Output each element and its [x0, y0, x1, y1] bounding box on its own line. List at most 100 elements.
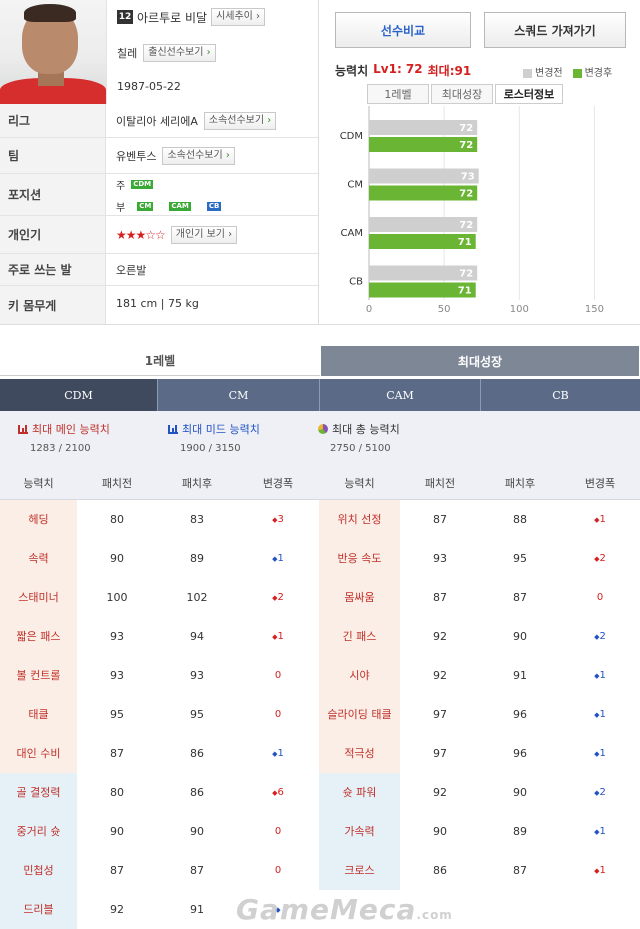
- header-before-left: 패치전: [101, 477, 133, 490]
- subtab-roster[interactable]: 로스터정보: [495, 84, 563, 104]
- table-row: 드리블 92 91 ◆: [0, 890, 640, 929]
- info-row-foot: 주로 쓰는 발 오른발: [0, 254, 318, 286]
- skill-view-button[interactable]: 개인기 보기 ›: [170, 226, 238, 244]
- category-label: CAM: [341, 228, 363, 239]
- stat-after: 87: [513, 864, 527, 877]
- main-position-cdm: CDM: [131, 180, 154, 189]
- decrease-icon: ◆: [594, 749, 600, 758]
- bar-chart-icon: [168, 424, 178, 434]
- table-row: 속력 90 89 ◆ 1 반응 속도 93 95 ◆ 2: [0, 539, 640, 578]
- stat-name: 중거리 슛: [0, 812, 77, 851]
- stat-name: 민첩성: [0, 851, 77, 890]
- increase-icon: ◆: [594, 515, 600, 524]
- tab-pos-cam[interactable]: CAM: [320, 379, 481, 411]
- stat-before: 93: [110, 630, 124, 643]
- decrease-icon: ◆: [594, 788, 600, 797]
- table-row: 골 결정력 80 86 ◆ 6 슛 파워 92 90 ◆ 2: [0, 773, 640, 812]
- info-row-position: 포지션 주 CDM 부 CM CAM CB: [0, 174, 318, 216]
- skill-label: 개인기: [0, 216, 106, 253]
- bar-value-label: 72: [459, 140, 473, 151]
- bar: [369, 185, 478, 201]
- bar-value-label: 73: [461, 172, 475, 183]
- table-row: 스태미너 100 102 ◆ 2 몸싸움 87 87 0: [0, 578, 640, 617]
- stat-before: 93: [110, 669, 124, 682]
- bar: [369, 234, 476, 249]
- stat-summary: 최대 메인 능력치 1283 / 2100 최대 미드 능력치 1900 / 3…: [0, 411, 640, 463]
- header-after-left: 패치후: [181, 477, 213, 490]
- nation: 칠레: [117, 47, 138, 60]
- stat-change: ◆ 1: [272, 748, 284, 759]
- stat-name: 속력: [0, 539, 77, 578]
- main-position-prefix: 주: [116, 181, 126, 192]
- stat-name: 짧은 패스: [0, 617, 77, 656]
- stat-before: 87: [433, 513, 447, 526]
- compare-button[interactable]: 선수비교: [335, 12, 471, 48]
- decrease-icon: ◆: [275, 905, 281, 914]
- stat-after: 86: [190, 786, 204, 799]
- stat-name: 긴 패스: [319, 617, 400, 656]
- bar: [369, 282, 476, 298]
- increase-icon: ◆: [272, 632, 278, 641]
- stat-name: 골 결정력: [0, 773, 77, 812]
- info-row-team: 팀 유벤투스 소속선수보기 ›: [0, 138, 318, 174]
- x-tick-label: 50: [438, 304, 451, 315]
- stat-after: 89: [513, 825, 527, 838]
- price-trend-button[interactable]: 시세추이 ›: [211, 8, 266, 26]
- increase-icon: ◆: [272, 593, 278, 602]
- legend-before: 변경전: [523, 64, 563, 79]
- position-label: 포지션: [0, 174, 106, 215]
- subtab-level1[interactable]: 1레벨: [367, 84, 429, 104]
- summary-total: 최대 총 능력치 2750 / 5100: [318, 421, 400, 454]
- watermark-logo: GameMeca.com: [236, 893, 453, 926]
- stat-before: 80: [110, 513, 124, 526]
- stat-name: 크로스: [319, 851, 400, 890]
- stat-after: 95: [513, 552, 527, 565]
- subtab-max-growth[interactable]: 최대성장: [431, 84, 493, 104]
- stat-change: ◆ 2: [594, 631, 606, 642]
- x-tick-label: 150: [585, 304, 604, 315]
- stat-change: 0: [274, 865, 282, 876]
- stat-after: 87: [513, 591, 527, 604]
- team-players-button[interactable]: 소속선수보기 ›: [162, 147, 235, 165]
- table-row: 헤딩 80 83 ◆ 3 위치 선정 87 88 ◆ 1: [0, 500, 640, 539]
- stat-name: 시야: [319, 656, 400, 695]
- table-row: 대인 수비 87 86 ◆ 1 적극성 97 96 ◆ 1: [0, 734, 640, 773]
- nation-players-button[interactable]: 출신선수보기 ›: [143, 44, 216, 62]
- stat-after: 90: [513, 630, 527, 643]
- stat-change: ◆ 1: [594, 709, 606, 720]
- increase-icon: ◆: [272, 788, 278, 797]
- bar: [369, 120, 478, 135]
- stat-before: 92: [110, 903, 124, 916]
- stat-name: 헤딩: [0, 500, 77, 539]
- stat-before: 87: [433, 591, 447, 604]
- stat-after: 88: [513, 513, 527, 526]
- stat-name: 반응 속도: [319, 539, 400, 578]
- sub-position-cam: CAM: [169, 202, 191, 211]
- tab-pos-cb[interactable]: CB: [481, 379, 640, 411]
- stat-change: ◆ 1: [594, 826, 606, 837]
- tab-pos-cdm[interactable]: CDM: [0, 379, 158, 411]
- stat-change: 0: [274, 670, 282, 681]
- squad-button[interactable]: 스쿼드 가져가기: [484, 12, 626, 48]
- stat-before: 100: [106, 591, 128, 604]
- league-label: 리그: [0, 104, 106, 137]
- tab-level1[interactable]: 1레벨: [0, 346, 320, 376]
- stat-name: 위치 선정: [319, 500, 400, 539]
- bar-value-label: 71: [458, 286, 472, 297]
- stat-before: 90: [433, 825, 447, 838]
- stat-after: 93: [190, 669, 204, 682]
- info-row-skill: 개인기 ★★★☆☆ 개인기 보기 ›: [0, 216, 318, 254]
- summary-mid-value: 1900 / 3150: [180, 443, 241, 454]
- league-players-button[interactable]: 소속선수보기 ›: [203, 112, 277, 130]
- skill-stars: ★★★☆☆: [116, 228, 166, 242]
- header-change-right: 변경폭: [584, 477, 616, 490]
- table-row: 태클 95 95 0 슬라이딩 태클 97 96 ◆ 1: [0, 695, 640, 734]
- foot-value: 오른발: [116, 264, 147, 277]
- tab-max-growth[interactable]: 최대성장: [321, 346, 639, 376]
- tab-pos-cm[interactable]: CM: [158, 379, 320, 411]
- stat-name: 슛 파워: [319, 773, 400, 812]
- body-value: 181 cm | 75 kg: [116, 297, 199, 310]
- decrease-icon: ◆: [594, 710, 600, 719]
- table-row: 중거리 슛 90 90 0 가속력 90 89 ◆ 1: [0, 812, 640, 851]
- bar-value-label: 72: [459, 269, 473, 280]
